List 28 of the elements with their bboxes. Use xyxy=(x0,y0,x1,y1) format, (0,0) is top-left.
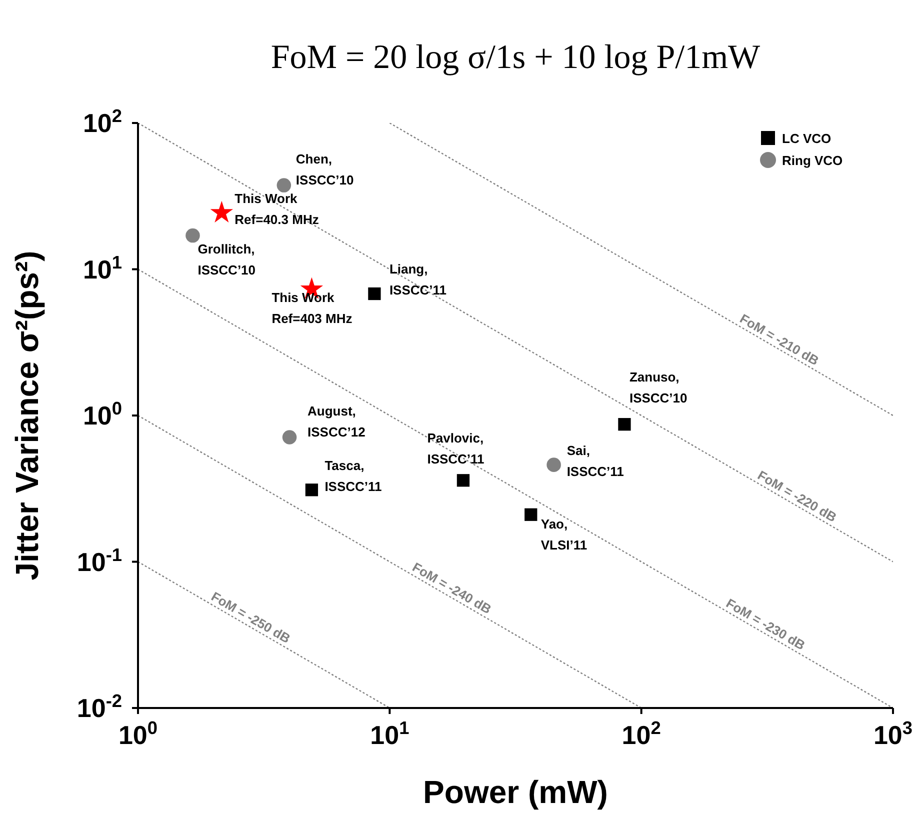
legend-label: LC VCO xyxy=(782,131,832,146)
text: FoM = -210 dB xyxy=(737,310,822,368)
y-tick-label: 10$^{1}$ xyxy=(82,252,122,284)
y-tick-label: 10$^{2}$ xyxy=(82,106,122,138)
y-axis-title: Jitter Variance σ²(ps²) xyxy=(9,250,45,580)
x-tick-label: 10$^{2}$ xyxy=(622,718,661,750)
text: FoM = -250 dB xyxy=(208,588,293,646)
y-tick-label: 10$^{-1}$ xyxy=(76,544,122,577)
annotation: Chen, ISSCC’10 xyxy=(296,151,354,188)
annotation: Sai, ISSCC’11 xyxy=(566,442,624,479)
annotation: This Work Ref=403 MHz xyxy=(272,290,353,326)
annotation: Liang, ISSCC’11 xyxy=(389,262,447,298)
x-tick-label: 10$^{1}$ xyxy=(370,718,410,750)
annotation: Grollitch, ISSCC’10 xyxy=(198,242,256,278)
annotation: This Work Ref=40.3 MHz xyxy=(234,190,320,227)
annotation: August, ISSCC’12 xyxy=(308,403,366,440)
x-axis-title: Power (mW) xyxy=(423,774,608,810)
annotation: Zanuso, ISSCC’10 xyxy=(629,369,688,406)
chart-title: FoM = 20 log σ/1s + 10 log P/1mW xyxy=(270,39,762,76)
annotation: Yao, VLSI’11 xyxy=(540,516,588,553)
text: FoM = -240 dB xyxy=(410,559,494,617)
legend-label: Ring VCO xyxy=(782,153,843,168)
annotation: Tasca, ISSCC’11 xyxy=(324,458,382,494)
x-tick-label: 10$^{3}$ xyxy=(873,718,913,750)
text: FoM = -220 dB xyxy=(755,467,840,525)
text: FoM = -230 dB xyxy=(724,595,808,653)
y-tick-label: 10$^{0}$ xyxy=(82,398,122,430)
annotation: Pavlovic, ISSCC’11 xyxy=(427,430,484,466)
